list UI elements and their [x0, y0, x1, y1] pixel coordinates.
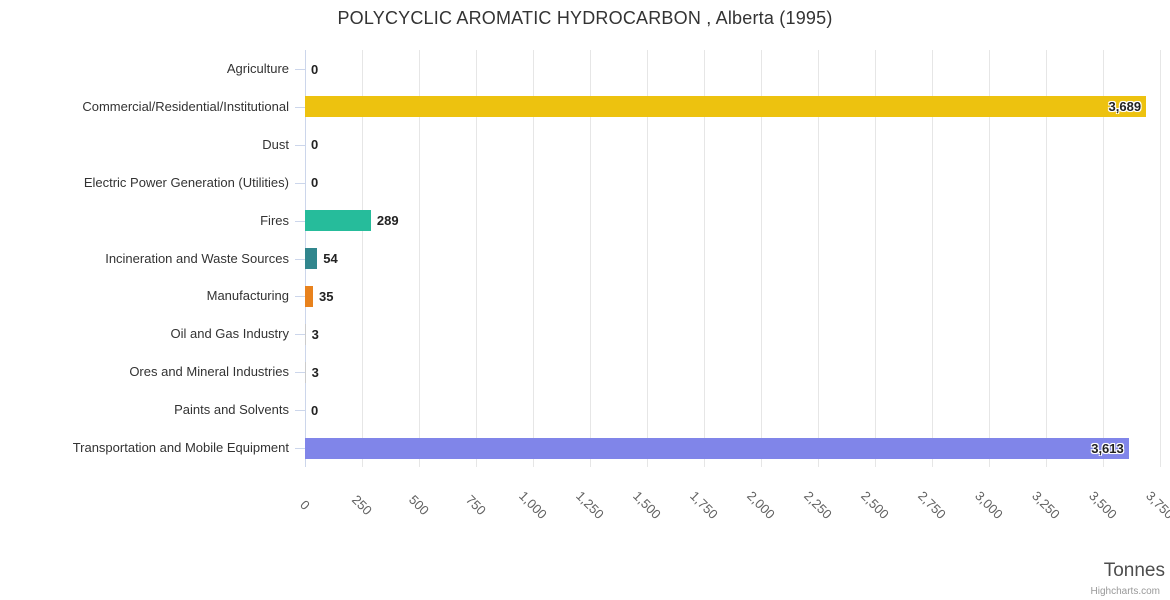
x-tick-label: 750: [463, 492, 489, 518]
x-tick-label: 3,000: [972, 488, 1006, 522]
y-tick: [295, 334, 305, 336]
bar-oil-and-gas-industry[interactable]: [305, 323, 306, 345]
x-tick-label: 1,750: [687, 488, 721, 522]
data-label-ores-and-mineral-industries: 3: [311, 364, 319, 380]
category-label-manufacturing: Manufacturing: [206, 288, 289, 304]
y-tick: [295, 258, 305, 260]
gridline: [590, 50, 591, 467]
gridline: [932, 50, 933, 467]
x-tick-label: 1,500: [630, 488, 664, 522]
y-tick: [295, 448, 305, 449]
data-label-fires: 289: [376, 213, 399, 229]
gridline: [1103, 50, 1104, 467]
gridline: [476, 50, 477, 467]
gridline: [761, 50, 762, 467]
y-tick: [295, 410, 305, 412]
x-tick-label: 3,250: [1029, 488, 1063, 522]
data-label-dust: 0: [311, 137, 319, 153]
data-label-manufacturing: 35: [318, 288, 334, 304]
x-tick-label: 2,000: [744, 488, 778, 522]
category-label-agriculture: Agriculture: [226, 61, 289, 76]
y-tick: [295, 144, 305, 146]
x-tick-label: 2,750: [915, 488, 949, 522]
category-label-paints-and-solvents: Paints and Solvents: [174, 402, 289, 418]
bar-transportation-and-mobile-equipment[interactable]: [305, 437, 1129, 459]
category-label-dust: Dust: [262, 136, 289, 152]
gridline: [419, 50, 420, 467]
x-tick-label: 1,250: [573, 488, 607, 522]
bar-ores-and-mineral-industries[interactable]: [305, 361, 306, 383]
category-label-incineration-and-waste-sources: Incineration and Waste Sources: [105, 250, 289, 266]
gridline: [1046, 50, 1047, 467]
gridline: [1160, 50, 1161, 467]
category-label-fires: Fires: [260, 212, 289, 228]
bar-fires[interactable]: [305, 210, 371, 232]
data-label-incineration-and-waste-sources: 54: [323, 251, 338, 266]
gridline: [704, 50, 705, 467]
x-tick-label: 0: [297, 497, 313, 513]
bar-manufacturing[interactable]: [305, 285, 313, 307]
data-label-oil-and-gas-industry: 3: [311, 326, 319, 342]
data-label-transportation-and-mobile-equipment: 3,613: [1091, 440, 1124, 456]
chart-title: POLYCYCLIC AROMATIC HYDROCARBON , Albert…: [337, 8, 833, 28]
gridline: [875, 50, 876, 467]
x-axis-title: Tonnes: [1103, 560, 1165, 581]
x-tick-label: 500: [406, 492, 432, 518]
y-tick: [295, 106, 305, 108]
category-label-commercial-residential-institutional: Commercial/Residential/Institutional: [82, 98, 289, 114]
highcharts-credit-link[interactable]: Highcharts.com: [1090, 586, 1160, 597]
x-tick-label: 3,750: [1143, 488, 1170, 522]
category-label-ores-and-mineral-industries: Ores and Mineral Industries: [129, 364, 289, 380]
y-tick: [295, 372, 305, 374]
x-tick-label: 2,250: [801, 488, 835, 522]
category-label-transportation-and-mobile-equipment: Transportation and Mobile Equipment: [72, 440, 289, 455]
gridline: [818, 50, 819, 467]
gridline: [647, 50, 648, 467]
data-label-agriculture: 0: [311, 61, 319, 77]
x-tick-label: 2,500: [858, 488, 892, 522]
data-label-electric-power-generation-utilities: 0: [311, 175, 319, 191]
gridline: [989, 50, 990, 467]
x-tick-label: 250: [349, 492, 375, 518]
bar-commercial-residential-institutional[interactable]: [305, 96, 1147, 118]
category-label-electric-power-generation-utilities: Electric Power Generation (Utilities): [83, 174, 289, 190]
gridline: [362, 50, 363, 467]
y-tick: [295, 69, 305, 70]
x-tick-label: 3,500: [1086, 488, 1120, 522]
y-tick: [295, 182, 305, 184]
gridline: [533, 50, 534, 467]
data-label-commercial-residential-institutional: 3,689: [1108, 99, 1142, 115]
category-label-oil-and-gas-industry: Oil and Gas Industry: [170, 326, 290, 342]
x-tick-label: 1,000: [516, 488, 550, 522]
y-tick: [295, 220, 305, 222]
y-tick: [295, 296, 305, 298]
bar-incineration-and-waste-sources[interactable]: [305, 248, 318, 269]
data-label-paints-and-solvents: 0: [311, 402, 319, 418]
